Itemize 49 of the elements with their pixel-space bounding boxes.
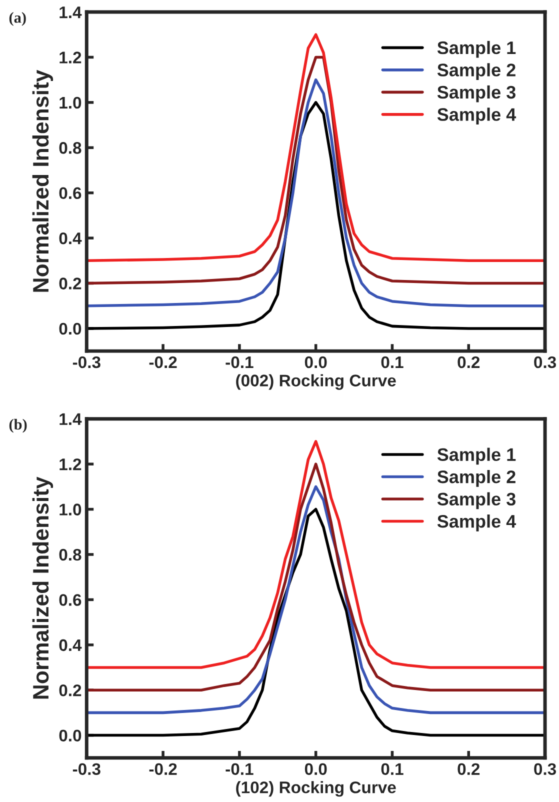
- x-tick-label: -0.2: [149, 763, 177, 775]
- line-series: [86, 33, 546, 262]
- legend-label: Sample 4: [437, 514, 516, 532]
- x-tick-label: 0.0: [304, 356, 327, 368]
- y-tick-label: 0.0: [59, 322, 82, 335]
- y-tick-label: 0.8: [59, 142, 82, 154]
- x-tick-label: 0.1: [381, 356, 404, 368]
- y-tick-label: 0.8: [59, 548, 82, 561]
- x-axis-title: (002) Rocking Curve: [236, 374, 396, 390]
- x-tick-label: -0.3: [72, 356, 100, 368]
- line-series: [86, 508, 546, 737]
- chart-title: (a): [9, 12, 26, 26]
- x-tick-label: 0.3: [534, 763, 556, 776]
- x-tick-label: 0.2: [458, 356, 480, 368]
- y-tick-label: 0.6: [59, 594, 82, 606]
- y-axis-title: Normalized Indensity: [32, 476, 54, 699]
- y-tick-label: 0.4: [59, 639, 82, 652]
- y-tick-label: 0.0: [59, 730, 82, 742]
- y-tick-label: 0.6: [59, 187, 82, 200]
- y-tick-label: 1.4: [60, 6, 82, 18]
- y-tick-label: 1.0: [60, 504, 82, 516]
- x-tick-label: -0.1: [226, 356, 254, 368]
- y-axis-title: Normalized Indensity: [32, 70, 54, 292]
- y-tick-label: 1.4: [60, 413, 82, 425]
- y-tick-label: 1.0: [60, 96, 82, 109]
- x-tick-label: -0.2: [149, 356, 177, 368]
- x-tick-label: 0.3: [534, 356, 556, 368]
- y-tick-label: 1.2: [60, 458, 82, 470]
- legend-label: Sample 1: [437, 40, 516, 58]
- legend-label: Sample 4: [437, 108, 516, 124]
- legend-label: Sample 2: [437, 63, 516, 80]
- x-tick-label: 0.1: [381, 763, 404, 775]
- line-series: [86, 78, 546, 308]
- legend-label: Sample 3: [437, 85, 516, 102]
- legend-label: Sample 1: [437, 448, 516, 465]
- line-series: [86, 485, 546, 714]
- y-tick-label: 0.4: [59, 232, 82, 244]
- x-tick-label: 0.2: [458, 763, 480, 775]
- x-tick-label: 0.0: [304, 763, 327, 775]
- x-tick-label: -0.3: [72, 763, 100, 776]
- line-series: [86, 440, 546, 669]
- legend-label: Sample 2: [437, 470, 516, 487]
- x-axis-title: (102) Rocking Curve: [236, 781, 396, 797]
- y-tick-label: 0.2: [59, 278, 82, 290]
- legend-label: Sample 3: [437, 492, 516, 510]
- y-tick-label: 0.2: [59, 684, 82, 696]
- chart-title: (b): [9, 418, 27, 433]
- x-tick-label: -0.1: [226, 763, 254, 775]
- y-tick-label: 1.2: [60, 52, 82, 64]
